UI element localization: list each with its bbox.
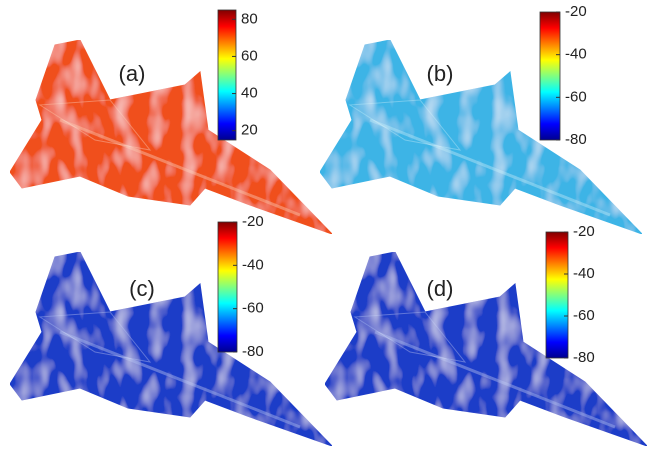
colorbar-tick-label: -40	[242, 256, 264, 273]
figure: (a) 20 40 60 80 (b) -20 -40 -60 -80 (c) -20 -40 -60 -8…	[0, 0, 648, 451]
aircraft-body	[320, 40, 642, 234]
aircraft-body	[325, 252, 647, 446]
aircraft	[10, 40, 332, 234]
panel: (d) -20 -40 -60 -80	[325, 223, 647, 446]
colorbar-tick-label: 20	[241, 122, 258, 139]
panel-label: (c)	[129, 276, 155, 301]
panel: (b) -20 -40 -60 -80	[320, 3, 642, 234]
aircraft	[325, 252, 647, 446]
colorbar-tick-label: 60	[241, 47, 258, 64]
colorbar-tick-label: -20	[242, 213, 264, 230]
panel-label: (d)	[427, 276, 454, 301]
colorbar	[540, 12, 560, 140]
colorbar-tick-label: -60	[565, 88, 587, 105]
colorbar-tick-label: -80	[242, 343, 264, 360]
colorbar-tick-label: -80	[573, 349, 595, 366]
colorbar-tick-label: -40	[573, 265, 595, 282]
aircraft	[320, 40, 642, 234]
panel-label: (b)	[427, 61, 454, 86]
colorbar	[218, 10, 236, 140]
colorbar-tick-label: -20	[565, 3, 587, 20]
panel-label: (a)	[119, 61, 146, 86]
colorbar-tick-label: 80	[241, 10, 258, 27]
aircraft-body	[10, 252, 332, 446]
colorbar-tick-label: -60	[573, 307, 595, 324]
colorbar-tick-label: -80	[565, 131, 587, 148]
aircraft-body	[10, 40, 332, 234]
colorbar-tick-label: 40	[241, 85, 258, 102]
panel: (a) 20 40 60 80	[10, 10, 332, 234]
colorbar-tick-label: -60	[242, 300, 264, 317]
colorbar	[218, 222, 237, 352]
panel: (c) -20 -40 -60 -80	[10, 213, 332, 446]
colorbar-tick-label: -40	[565, 46, 587, 63]
colorbar-tick-label: -20	[573, 223, 595, 240]
colorbar	[546, 232, 568, 358]
aircraft	[10, 252, 332, 446]
